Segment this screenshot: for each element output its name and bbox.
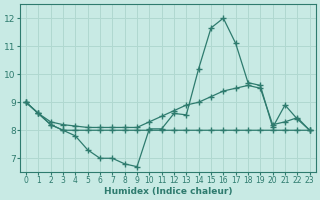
X-axis label: Humidex (Indice chaleur): Humidex (Indice chaleur)	[104, 187, 232, 196]
